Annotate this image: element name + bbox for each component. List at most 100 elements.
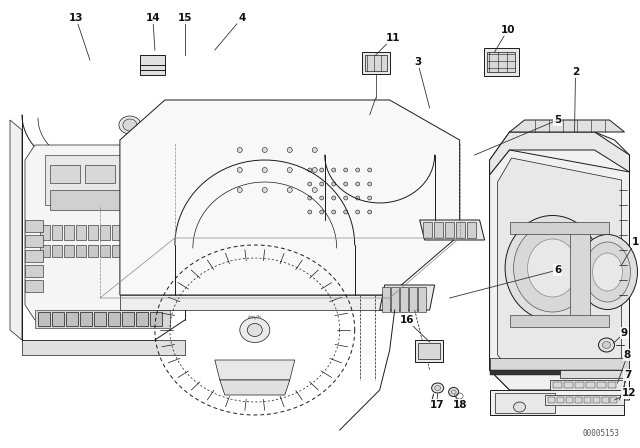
Ellipse shape — [312, 168, 317, 172]
Bar — [509, 222, 609, 234]
Bar — [552, 382, 561, 388]
Bar — [88, 245, 98, 257]
Text: 9: 9 — [621, 328, 628, 338]
Text: 8: 8 — [624, 350, 631, 360]
Bar — [25, 235, 43, 247]
Bar — [25, 250, 43, 262]
Bar — [52, 245, 62, 257]
Bar — [611, 397, 618, 403]
Bar — [495, 220, 520, 235]
Polygon shape — [490, 370, 630, 375]
Ellipse shape — [312, 147, 317, 152]
Text: 3: 3 — [414, 57, 421, 67]
Polygon shape — [550, 380, 625, 390]
Bar — [80, 312, 92, 326]
Polygon shape — [420, 220, 484, 240]
Text: 10: 10 — [500, 25, 515, 35]
Polygon shape — [215, 360, 295, 380]
Ellipse shape — [287, 147, 292, 152]
Text: 17: 17 — [429, 400, 444, 410]
Polygon shape — [220, 380, 290, 395]
Text: km/h: km/h — [248, 314, 262, 319]
Bar — [112, 225, 122, 240]
Ellipse shape — [237, 188, 243, 193]
Ellipse shape — [320, 196, 324, 200]
Ellipse shape — [320, 210, 324, 214]
Ellipse shape — [332, 210, 336, 214]
Polygon shape — [497, 158, 621, 372]
Ellipse shape — [344, 168, 348, 172]
Ellipse shape — [356, 182, 360, 186]
Ellipse shape — [332, 168, 336, 172]
Polygon shape — [490, 358, 630, 372]
Bar — [64, 245, 74, 257]
Bar — [150, 312, 162, 326]
Bar — [467, 222, 476, 238]
Bar — [45, 155, 135, 205]
Ellipse shape — [593, 253, 623, 291]
Polygon shape — [381, 287, 390, 312]
Polygon shape — [559, 370, 625, 378]
Ellipse shape — [598, 338, 614, 352]
Ellipse shape — [237, 147, 243, 152]
Bar — [484, 48, 518, 76]
Bar — [76, 225, 86, 240]
Bar — [122, 312, 134, 326]
Bar — [88, 225, 98, 240]
Bar — [52, 312, 64, 326]
Bar — [100, 225, 110, 240]
Bar — [575, 382, 584, 388]
Polygon shape — [490, 215, 525, 250]
Polygon shape — [10, 120, 22, 340]
Bar — [94, 312, 106, 326]
Ellipse shape — [431, 383, 444, 393]
Bar — [596, 382, 605, 388]
Ellipse shape — [368, 210, 372, 214]
Ellipse shape — [287, 188, 292, 193]
Bar — [602, 397, 609, 403]
Text: 6: 6 — [554, 265, 561, 275]
Bar — [584, 397, 591, 403]
Ellipse shape — [119, 116, 141, 134]
Bar — [422, 222, 431, 238]
Ellipse shape — [505, 215, 600, 320]
Ellipse shape — [308, 168, 312, 172]
Bar — [35, 310, 170, 328]
Bar — [566, 397, 573, 403]
Text: 16: 16 — [399, 315, 414, 325]
Ellipse shape — [451, 390, 456, 394]
Ellipse shape — [240, 318, 270, 343]
Ellipse shape — [602, 341, 611, 349]
Text: 14: 14 — [145, 13, 160, 23]
Polygon shape — [545, 395, 625, 405]
Bar — [365, 55, 387, 71]
Ellipse shape — [308, 210, 312, 214]
Ellipse shape — [513, 402, 525, 412]
Ellipse shape — [527, 239, 577, 297]
Ellipse shape — [344, 196, 348, 200]
Bar — [140, 55, 165, 75]
Bar — [415, 340, 443, 362]
Bar — [76, 245, 86, 257]
Ellipse shape — [332, 196, 336, 200]
Bar — [108, 312, 120, 326]
Ellipse shape — [320, 168, 324, 172]
Ellipse shape — [368, 196, 372, 200]
Ellipse shape — [577, 234, 637, 310]
Text: 12: 12 — [622, 388, 637, 398]
Ellipse shape — [356, 196, 360, 200]
Polygon shape — [120, 295, 390, 310]
Ellipse shape — [356, 210, 360, 214]
Ellipse shape — [320, 182, 324, 186]
Bar — [362, 52, 390, 74]
Bar — [52, 225, 62, 240]
Polygon shape — [509, 120, 625, 132]
Polygon shape — [490, 390, 625, 415]
Ellipse shape — [262, 147, 268, 152]
Ellipse shape — [368, 182, 372, 186]
Ellipse shape — [123, 119, 137, 131]
Bar — [25, 220, 43, 232]
Ellipse shape — [332, 182, 336, 186]
Polygon shape — [399, 287, 408, 312]
Bar — [124, 225, 134, 240]
